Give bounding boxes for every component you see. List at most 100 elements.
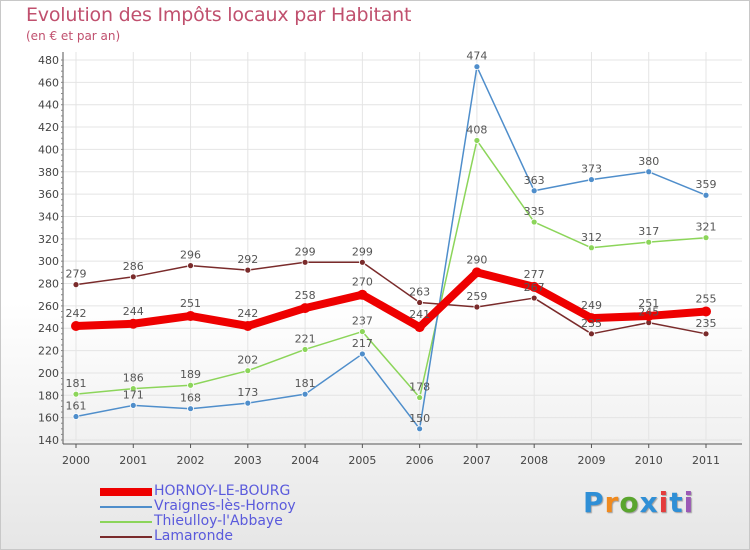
data-point [702, 191, 710, 199]
data-label: 255 [696, 292, 717, 305]
data-label: 235 [581, 317, 602, 330]
data-point [473, 137, 481, 144]
x-tick-label: 2001 [119, 454, 147, 467]
data-label: 217 [352, 337, 373, 350]
data-point [129, 385, 137, 392]
data-point [358, 258, 366, 266]
data-point [586, 313, 597, 324]
data-label: 150 [409, 412, 430, 425]
data-label: 321 [696, 221, 717, 234]
data-point [702, 330, 710, 338]
y-tick-label: 420 [38, 121, 59, 134]
legend-swatch [100, 488, 152, 496]
data-point [71, 321, 81, 331]
data-point [645, 238, 653, 246]
data-label: 251 [638, 297, 659, 310]
series-line-2 [75, 139, 707, 399]
y-tick-label: 280 [38, 278, 59, 291]
data-label: 263 [409, 286, 430, 299]
y-tick-label: 140 [38, 434, 59, 447]
data-point [473, 303, 481, 311]
data-label: 270 [352, 276, 373, 289]
data-label: 363 [524, 174, 545, 187]
data-point [473, 63, 481, 71]
x-tick-label: 2002 [177, 454, 205, 467]
data-point [244, 266, 252, 274]
y-tick-label: 360 [38, 188, 59, 201]
data-point [416, 425, 424, 433]
data-point [244, 367, 252, 375]
x-tick-label: 2005 [348, 454, 376, 467]
data-label: 242 [66, 307, 87, 320]
data-label: 251 [180, 297, 201, 310]
data-point [645, 168, 653, 176]
legend-label: HORNOY-LE-BOURG [154, 483, 291, 499]
legend-swatch [100, 506, 152, 508]
logo-letter: x [639, 486, 659, 519]
chart-subtitle: (en € et par an) [26, 29, 121, 43]
y-tick-label: 460 [38, 76, 59, 89]
data-label: 286 [123, 260, 144, 273]
data-label: 189 [180, 368, 201, 381]
logo-letter: t [669, 486, 684, 519]
proxiti-logo: Proxiti [583, 486, 694, 519]
data-label: 380 [638, 155, 659, 168]
y-tick-label: 200 [38, 367, 59, 380]
x-tick-label: 2010 [635, 454, 663, 467]
data-label: 237 [352, 315, 373, 328]
logo-letter: P [583, 486, 605, 519]
data-label: 373 [581, 163, 602, 176]
x-tick-label: 2008 [520, 454, 548, 467]
data-point [300, 303, 311, 314]
series-line-3 [75, 261, 707, 335]
data-point [358, 350, 366, 358]
data-label: 299 [352, 245, 373, 258]
data-point [72, 390, 80, 398]
logo-letter: i [658, 486, 670, 519]
logo-letter: o [619, 486, 640, 519]
data-label: 241 [409, 308, 430, 321]
data-point [358, 328, 366, 335]
y-tick-label: 340 [38, 210, 59, 223]
data-label: 317 [638, 225, 659, 238]
y-tick-label: 240 [38, 322, 59, 335]
data-label: 296 [180, 249, 201, 262]
data-point [72, 413, 80, 420]
data-point [529, 281, 540, 292]
data-point [301, 258, 309, 266]
logo-letter: r [604, 486, 620, 519]
data-label: 186 [123, 372, 144, 385]
data-point [588, 330, 595, 338]
data-point [129, 401, 137, 409]
data-label: 235 [696, 317, 717, 330]
data-point [530, 218, 538, 226]
data-label: 359 [696, 178, 717, 191]
x-tick-label: 2011 [692, 454, 720, 467]
data-label: 258 [295, 289, 316, 302]
y-tick-label: 320 [38, 233, 59, 246]
data-label: 249 [581, 299, 602, 312]
data-label: 292 [237, 253, 258, 266]
legend-swatch [100, 521, 152, 523]
y-tick-label: 380 [38, 166, 59, 179]
data-point [414, 322, 425, 333]
data-label: 168 [180, 392, 201, 405]
chart-title: Evolution des Impôts locaux par Habitant [26, 4, 412, 26]
y-tick-label: 160 [38, 412, 59, 425]
data-point [416, 299, 424, 306]
data-point [301, 390, 309, 398]
data-label: 474 [466, 50, 487, 63]
data-label: 408 [466, 123, 487, 136]
data-label: 245 [638, 306, 659, 319]
y-tick-label: 400 [38, 143, 59, 156]
data-label: 279 [66, 268, 87, 281]
data-point [702, 234, 710, 242]
data-point [471, 267, 482, 278]
x-tick-label: 2004 [291, 454, 319, 467]
data-point [530, 187, 538, 195]
data-label: 181 [295, 377, 316, 390]
data-label: 242 [237, 307, 258, 320]
data-point [357, 289, 368, 300]
